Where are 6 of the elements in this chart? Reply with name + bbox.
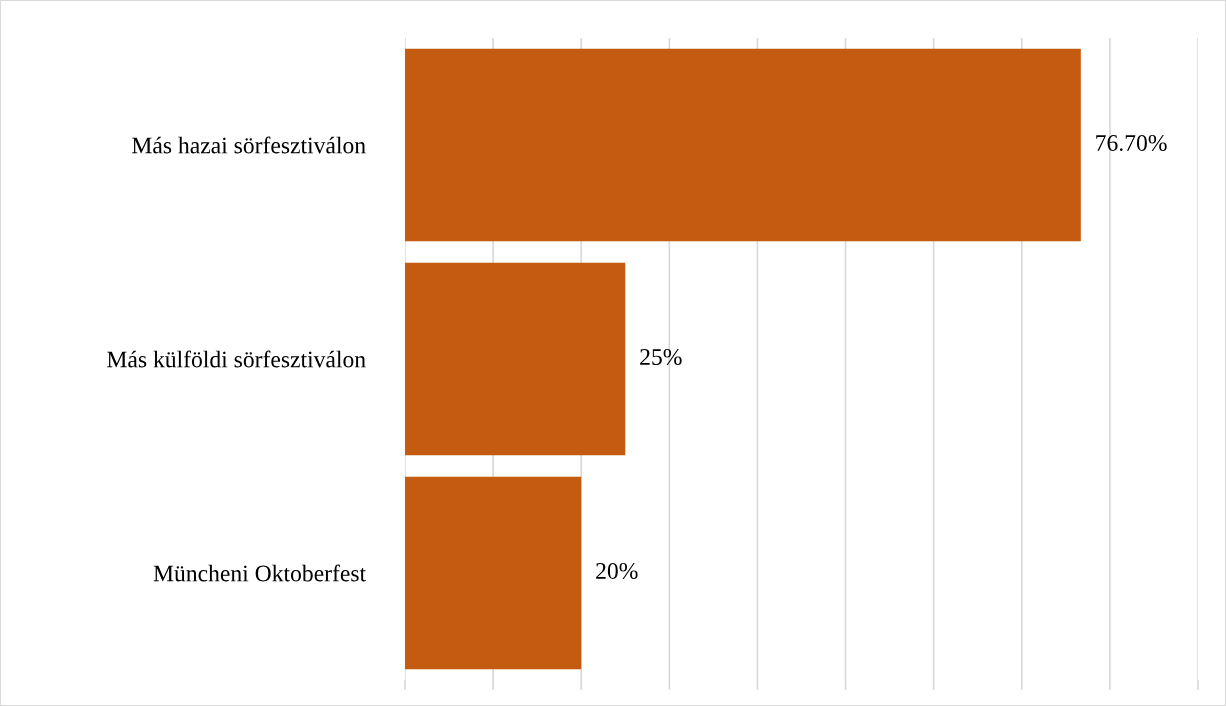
y-tick-label: Müncheni Oktoberfest <box>153 564 366 582</box>
y-tick-label: Más hazai sörfesztiválon <box>132 136 366 154</box>
data-label: 20% <box>596 562 638 579</box>
data-label: 25% <box>640 348 682 365</box>
y-tick-label: Más külföldi sörfesztiválon <box>107 350 366 368</box>
data-label: 76.70% <box>1096 134 1167 152</box>
